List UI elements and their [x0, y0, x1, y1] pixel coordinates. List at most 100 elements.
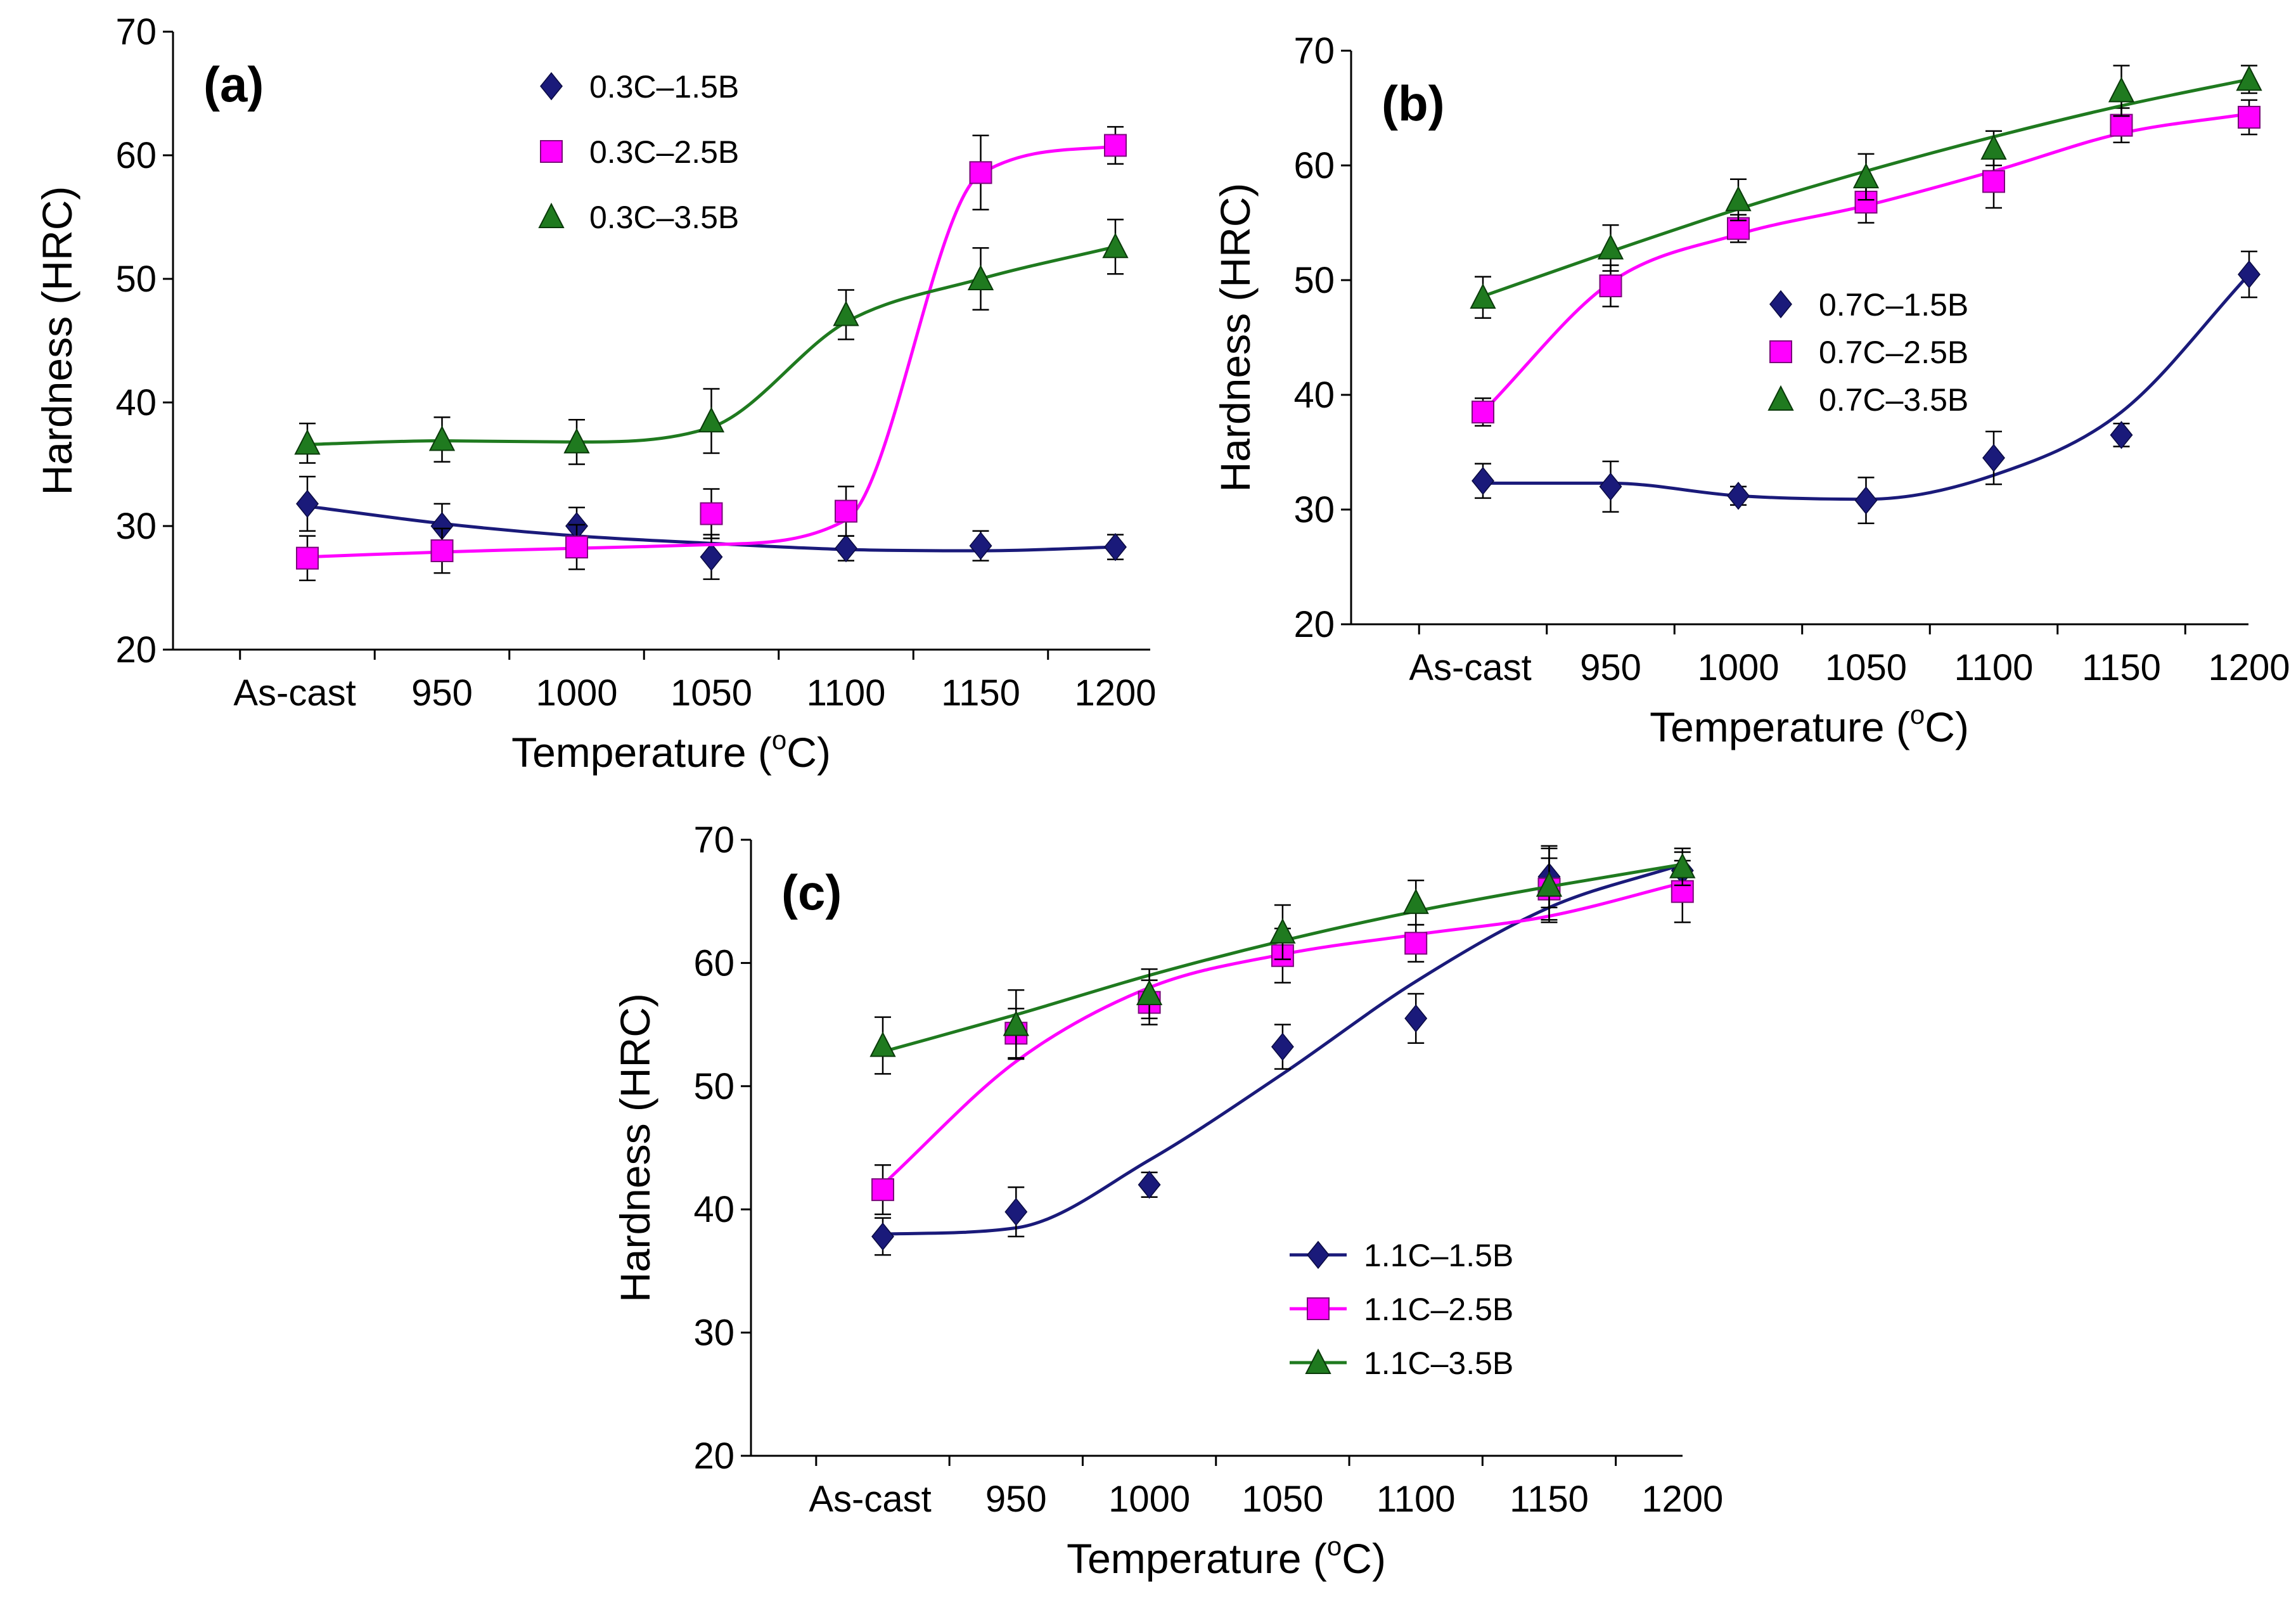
- x-axis-title-close: ): [817, 729, 831, 776]
- legend-label: 0.7C–3.5B: [1819, 382, 1968, 418]
- data-point: [835, 499, 857, 523]
- x-tick-label: 1150: [2082, 647, 2161, 688]
- x-tick-label: 1100: [1954, 647, 2034, 688]
- data-point: [2108, 77, 2135, 103]
- legend-marker: [1767, 385, 1794, 411]
- data-point: [1271, 1032, 1294, 1061]
- data-point: [1472, 466, 1494, 495]
- x-tick-label: 950: [985, 1479, 1047, 1520]
- x-tick-label: 1000: [1108, 1479, 1190, 1520]
- x-tick-label: 1150: [1510, 1479, 1589, 1520]
- data-point: [869, 1031, 896, 1057]
- x-tick-label: 950: [411, 672, 473, 714]
- legend-label: 0.3C–2.5B: [589, 134, 739, 170]
- x-tick-label: 1050: [1825, 647, 1907, 688]
- y-axis-title: Hardness (HRC): [1212, 183, 1259, 492]
- data-point: [2236, 65, 2262, 91]
- y-axis-title: Hardness (HRC): [612, 993, 658, 1302]
- series-2: [1470, 65, 2262, 319]
- data-point: [1402, 888, 1429, 915]
- data-point: [1727, 482, 1750, 510]
- x-axis-unit: C: [1342, 1535, 1372, 1582]
- data-point: [1669, 852, 1696, 878]
- data-point: [1982, 170, 2005, 193]
- y-tick-label: 40: [1293, 375, 1335, 416]
- legend-label: 0.3C–1.5B: [589, 69, 739, 105]
- x-axis-title: Temperature (oC): [511, 725, 831, 776]
- data-point: [2238, 105, 2261, 129]
- x-axis-unit-superscript: o: [1327, 1531, 1342, 1561]
- x-axis-title-open: (: [1885, 703, 1910, 750]
- data-point: [1854, 486, 1878, 515]
- legend-label: 1.1C–1.5B: [1364, 1238, 1513, 1273]
- data-point: [700, 543, 723, 571]
- y-tick-label: 40: [693, 1189, 734, 1230]
- data-point: [565, 536, 588, 559]
- data-point: [871, 1178, 894, 1202]
- series-1: [296, 125, 1127, 582]
- y-tick-label: 30: [115, 506, 157, 547]
- data-point: [2110, 421, 2133, 449]
- data-point: [428, 425, 456, 451]
- legend-marker: [538, 202, 565, 228]
- data-point: [967, 264, 994, 290]
- data-point: [1404, 1004, 1428, 1033]
- data-point: [296, 546, 319, 570]
- x-tick-label: 1050: [670, 672, 752, 714]
- data-point: [2110, 113, 2133, 137]
- y-tick-label: 30: [1293, 489, 1335, 530]
- data-point: [698, 407, 725, 433]
- series-2: [294, 219, 1129, 465]
- x-tick-label: 1200: [1641, 1479, 1723, 1520]
- x-axis-title-close: ): [1372, 1535, 1386, 1582]
- x-axis-title: Temperature (oC): [1650, 700, 1969, 750]
- y-tick-label: 60: [115, 135, 157, 176]
- y-tick-label: 50: [1293, 260, 1335, 301]
- data-point: [969, 161, 992, 184]
- y-tick-label: 60: [1293, 145, 1335, 186]
- x-axis-title-open: (: [1302, 1535, 1327, 1582]
- data-point: [1597, 234, 1624, 260]
- legend-marker: [1769, 340, 1792, 363]
- x-tick-label: 1200: [1074, 672, 1156, 714]
- data-point: [1104, 532, 1127, 562]
- data-point: [871, 1222, 894, 1251]
- x-axis-title: Temperature (oC): [1067, 1531, 1386, 1582]
- y-tick-label: 50: [693, 1066, 734, 1107]
- data-point: [1470, 283, 1496, 309]
- legend-label: 0.7C–2.5B: [1819, 335, 1968, 370]
- x-axis-unit-superscript: o: [772, 725, 786, 755]
- y-axis-title: Hardness (HRC): [34, 186, 80, 496]
- data-point: [1102, 233, 1129, 259]
- legend-label: 1.1C–2.5B: [1364, 1292, 1513, 1327]
- panel-a-chart: 20 30 40 50 60 70 As-cast 950 1000 1050 1100 1150 12…: [34, 11, 1157, 776]
- x-axis-title-open: (: [747, 729, 772, 776]
- x-axis-title-text: Temperature: [1067, 1535, 1302, 1582]
- x-tick-label: 1150: [941, 672, 1020, 714]
- data-point: [833, 300, 859, 326]
- y-tick-label: 50: [115, 259, 157, 300]
- data-point: [1404, 932, 1428, 955]
- x-axis-unit: C: [1925, 703, 1955, 750]
- x-tick-label: 1100: [1376, 1479, 1456, 1520]
- legend-marker: [1307, 1297, 1330, 1320]
- data-point: [1599, 274, 1622, 298]
- series-1: [1472, 99, 2261, 427]
- data-point: [1982, 444, 2005, 472]
- x-axis-unit: C: [786, 729, 817, 776]
- y-tick-label: 20: [693, 1436, 734, 1477]
- data-point: [1138, 1171, 1161, 1199]
- data-point: [294, 429, 321, 455]
- legend-marker: [1769, 290, 1792, 319]
- x-tick-label: As-cast: [809, 1479, 931, 1520]
- data-point: [1980, 134, 2007, 160]
- data-point: [1536, 871, 1563, 897]
- data-point: [1472, 401, 1494, 424]
- panel-label: (a): [203, 56, 264, 112]
- y-tick-label: 70: [693, 819, 734, 861]
- x-tick-label: 1100: [807, 672, 886, 714]
- y-tick-label: 30: [693, 1313, 734, 1354]
- data-point: [430, 539, 454, 562]
- data-point: [1854, 190, 1878, 214]
- y-tick-label: 20: [115, 629, 157, 671]
